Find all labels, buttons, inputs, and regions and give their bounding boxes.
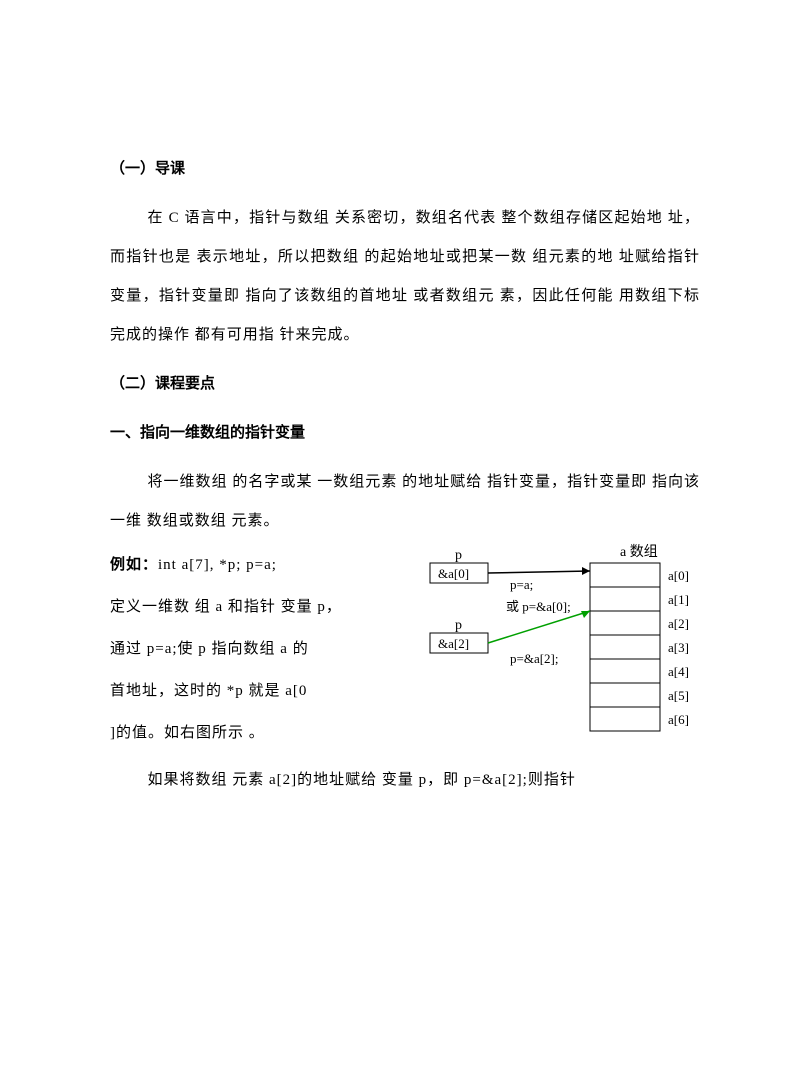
arrow-2-head xyxy=(581,611,590,618)
example-code: int a[7], *p; p=a; xyxy=(158,557,277,573)
array-cell-label: a[1] xyxy=(668,592,689,607)
array-cell xyxy=(590,563,660,587)
array-cell-label: a[5] xyxy=(668,688,689,703)
ptr-box-2-text: &a[2] xyxy=(438,636,469,651)
paragraph-2: 将一维数组 的名字或某 一数组元素 的地址赋给 指针变量，指针变量即 指向该一维… xyxy=(110,463,700,541)
array-cell xyxy=(590,587,660,611)
subsection-heading: 一、指向一维数组的指针变量 xyxy=(110,414,700,453)
section-heading-2: （二）课程要点 xyxy=(110,365,700,404)
array-cell xyxy=(590,707,660,731)
array-cell-label: a[2] xyxy=(668,616,689,631)
array-cell-label: a[4] xyxy=(668,664,689,679)
p-label-1: p xyxy=(455,548,462,563)
example-line-3: 通过 p=a;使 p 指向数组 a 的 xyxy=(110,631,390,667)
example-line-2: 定义一维数 组 a 和指针 变量 p， xyxy=(110,589,390,625)
array-cell-label: a[6] xyxy=(668,712,689,727)
array-cell xyxy=(590,611,660,635)
array-cell xyxy=(590,659,660,683)
array-cell-label: a[0] xyxy=(668,568,689,583)
array-title: a 数组 xyxy=(620,544,658,560)
ptr-box-1-text: &a[0] xyxy=(438,566,469,581)
eq1-text: p=a; xyxy=(510,577,533,592)
example-text: 例如：int a[7], *p; p=a; 定义一维数 组 a 和指针 变量 p… xyxy=(110,541,390,757)
example-label: 例如： xyxy=(110,557,158,573)
arrow-2-line xyxy=(488,611,590,643)
arrow-1-line xyxy=(488,571,590,573)
eq2-text: 或 p=&a[0]; xyxy=(506,599,571,614)
pointer-diagram: a 数组 a[0] a[1] a[2] a[3] a[4] a[5] a[6] p &a[0… xyxy=(410,541,700,761)
p-label-2: p xyxy=(455,618,462,633)
array-cells: a[0] a[1] a[2] a[3] a[4] a[5] a[6] xyxy=(590,563,689,731)
array-cell xyxy=(590,635,660,659)
paragraph-intro: 在 C 语言中，指针与数组 关系密切，数组名代表 整个数组存储区起始地 址，而指… xyxy=(110,199,700,355)
arrow-1-head xyxy=(582,567,590,575)
eq3-text: p=&a[2]; xyxy=(510,651,558,666)
page: （一）导课 在 C 语言中，指针与数组 关系密切，数组名代表 整个数组存储区起始… xyxy=(0,0,800,860)
array-cell-label: a[3] xyxy=(668,640,689,655)
example-line-4: 首地址，这时的 *p 就是 a[0 xyxy=(110,673,390,709)
array-cell xyxy=(590,683,660,707)
example-line-5: ]的值。如右图所示 。 xyxy=(110,715,390,751)
example-row: 例如：int a[7], *p; p=a; 定义一维数 组 a 和指针 变量 p… xyxy=(110,541,700,761)
diagram-svg: a 数组 a[0] a[1] a[2] a[3] a[4] a[5] a[6] p &a[0… xyxy=(410,541,710,761)
paragraph-3: 如果将数组 元素 a[2]的地址赋给 变量 p，即 p=&a[2];则指针 xyxy=(110,761,700,800)
section-heading-1: （一）导课 xyxy=(110,150,700,189)
